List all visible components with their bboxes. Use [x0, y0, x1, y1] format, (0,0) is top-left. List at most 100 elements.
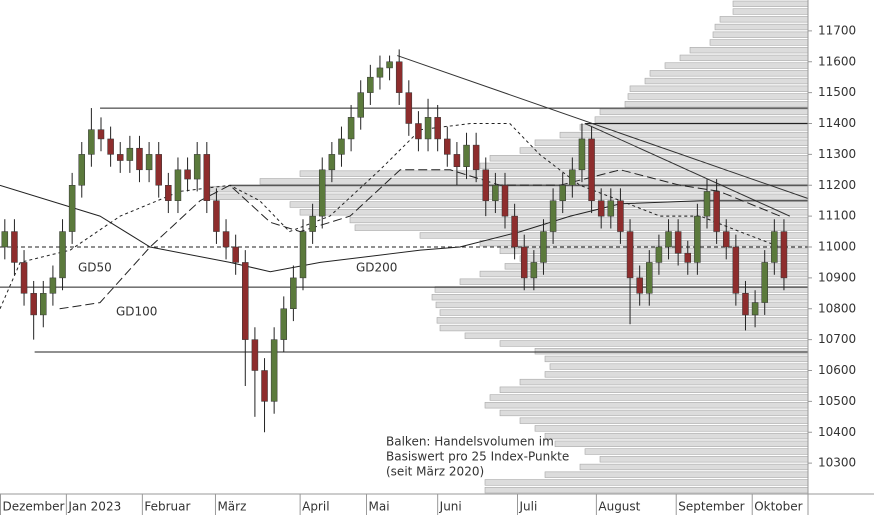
volume-bar [594, 116, 809, 123]
volume-bar [664, 62, 809, 69]
annotation-line: (seit März 2020) [386, 465, 484, 479]
y-tick-label: 11700 [818, 23, 856, 37]
volume-bar [629, 85, 809, 92]
x-tick-label: Dezember [3, 500, 65, 514]
y-tick-label: 10700 [818, 332, 856, 346]
candle-body [290, 277, 297, 309]
volume-bar [289, 201, 809, 208]
trend-line [397, 55, 809, 199]
candle-body [482, 169, 490, 201]
y-tick-label: 10400 [818, 425, 856, 439]
candle-body [684, 252, 692, 263]
candle-body [626, 231, 634, 279]
candle-body [453, 154, 461, 167]
candle-body [646, 262, 653, 294]
y-tick-label: 11600 [818, 54, 856, 68]
candle-body [145, 154, 153, 171]
y-tick-label: 11400 [818, 116, 856, 130]
volume-bar [649, 70, 809, 77]
candle-body [761, 262, 768, 303]
candle-body [444, 138, 451, 155]
candle-body [597, 200, 605, 217]
volume-bar [479, 239, 809, 247]
candle-body [674, 231, 682, 254]
candle-body [472, 144, 480, 171]
candle-body [694, 215, 701, 263]
y-tick-label: 10500 [818, 394, 856, 408]
x-tick-label: Juli [519, 500, 538, 514]
x-tick-label: Februar [144, 500, 190, 514]
candle-body [530, 262, 538, 279]
volume-bar [479, 270, 809, 278]
volume-bar [554, 440, 809, 447]
volume-bar [584, 448, 809, 455]
volume-bar [419, 232, 809, 239]
volume-bar [489, 155, 809, 162]
x-tick-label: Juni [439, 500, 462, 514]
candle-body [30, 293, 37, 316]
candle-body [520, 246, 528, 279]
candle-body [203, 154, 211, 201]
candle-body [424, 117, 432, 140]
volume-bar [459, 278, 809, 285]
y-tick-label: 11500 [818, 85, 856, 99]
volume-bar [464, 332, 809, 339]
candle-body [59, 231, 66, 279]
volume-bar [732, 8, 809, 15]
volume-bar [709, 39, 809, 46]
annotation-line: Basiswert pro 25 Index-Punkte [386, 450, 569, 464]
candle-body [309, 215, 316, 232]
candle-body [232, 246, 239, 263]
volume-bar [499, 340, 809, 347]
volume-bar [499, 409, 809, 417]
levels-layer [0, 55, 809, 353]
candle-body [607, 200, 615, 217]
candle-body [386, 61, 393, 69]
volume-bar [689, 47, 809, 54]
volume-bar [732, 0, 809, 8]
candle-body [780, 231, 788, 279]
candle-body [20, 262, 28, 294]
candle-body [617, 200, 624, 232]
candle-body [713, 191, 720, 232]
candle-body [222, 231, 230, 248]
candle-body [751, 302, 759, 316]
candle-body [49, 277, 57, 294]
volume-bar [644, 77, 809, 85]
candle-body [213, 200, 220, 232]
volume-bar [354, 224, 809, 231]
y-tick-label: 10600 [818, 363, 856, 377]
candle-body [347, 117, 355, 140]
candle-body [501, 185, 509, 217]
average-label: GD200 [356, 261, 397, 275]
candle-body [665, 231, 672, 248]
candle-body [405, 92, 413, 124]
volume-bar [519, 378, 809, 386]
y-tick-label: 11300 [818, 147, 856, 161]
candle-body [40, 293, 47, 316]
candle-body [703, 191, 711, 217]
volume-bar [431, 294, 809, 301]
volume-bar [349, 216, 809, 224]
candle-body [126, 147, 134, 161]
candles-layer [1, 49, 788, 433]
y-tick-label: 10300 [818, 456, 856, 470]
volume-bar [599, 108, 809, 116]
volume-bar [679, 54, 809, 62]
candle-body [376, 67, 384, 78]
y-tick-label: 11200 [818, 178, 856, 192]
candle-body [463, 144, 470, 167]
moving-average [59, 169, 781, 310]
volume-bar [712, 31, 809, 38]
candle-body [184, 169, 191, 180]
volume-bar [627, 93, 809, 100]
candle-body [771, 231, 778, 263]
candle-body [742, 293, 749, 316]
moving-average [0, 123, 781, 309]
candle-body [1, 231, 9, 248]
volume-bar [489, 394, 809, 401]
candle-body [395, 61, 403, 93]
candle-body [270, 339, 278, 402]
volume-bar [624, 101, 809, 108]
y-tick-label: 10900 [818, 270, 856, 284]
